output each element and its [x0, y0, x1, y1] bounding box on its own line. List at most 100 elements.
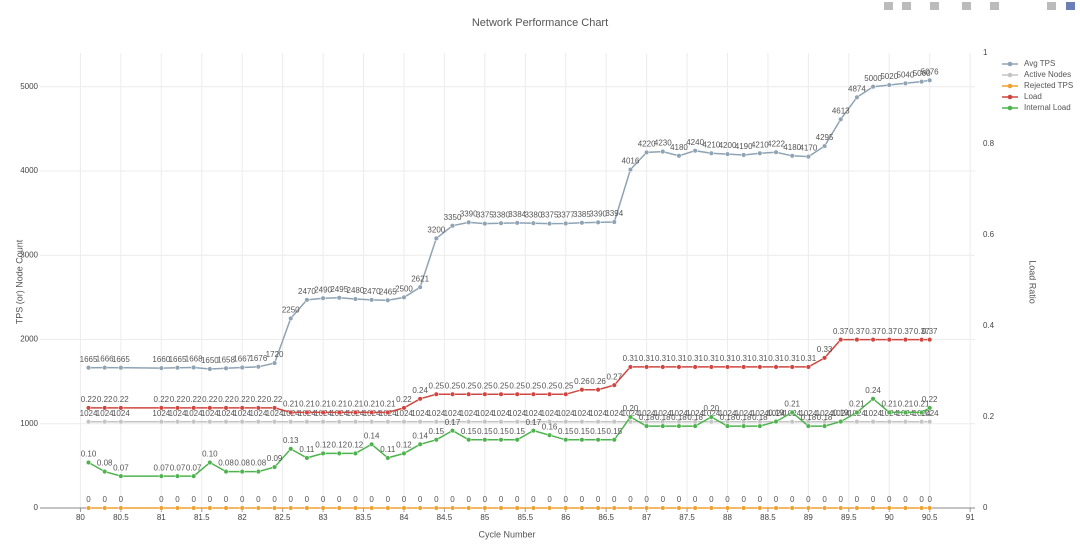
data-point	[223, 505, 229, 511]
data-point	[789, 505, 795, 511]
data-point	[336, 409, 342, 416]
x-tick-label: 84	[400, 513, 409, 522]
data-label: 1024	[185, 409, 203, 418]
data-label: 0.12	[396, 441, 412, 450]
data-point	[547, 419, 553, 425]
data-point	[660, 505, 666, 511]
data-point	[369, 441, 375, 447]
data-point	[288, 505, 294, 511]
y2-tick-label: 1	[983, 48, 988, 57]
data-label: 1650	[201, 356, 219, 365]
data-point	[514, 419, 520, 425]
data-point	[352, 409, 358, 416]
data-point	[433, 437, 439, 443]
toolbar-icon[interactable]	[962, 2, 971, 10]
data-point	[352, 419, 358, 425]
data-label: 0.37	[914, 327, 930, 336]
data-point	[611, 437, 617, 443]
data-point	[676, 364, 682, 370]
data-label: 0	[839, 495, 844, 504]
data-label: 1024	[638, 409, 656, 418]
data-label: 0.37	[849, 327, 865, 336]
data-point	[466, 437, 472, 443]
data-label: 0	[450, 495, 455, 504]
data-label: 0	[224, 495, 229, 504]
legend-label: Active Nodes	[1024, 70, 1071, 79]
data-point	[102, 405, 108, 411]
x-tick-label: 87	[642, 513, 651, 522]
data-label: 1024	[799, 409, 817, 418]
data-point	[547, 221, 553, 227]
data-label: 0.15	[558, 427, 574, 436]
data-label: 0.37	[833, 327, 849, 336]
data-label: 0.27	[606, 372, 622, 381]
data-label: 0.26	[574, 377, 590, 386]
toolbar-icon[interactable]	[930, 2, 939, 10]
data-label: 0.31	[687, 354, 703, 363]
data-point	[627, 414, 633, 420]
data-label: 1024	[427, 409, 445, 418]
data-point	[118, 405, 124, 411]
data-point	[547, 391, 553, 397]
data-point	[118, 419, 124, 425]
data-label: 0.11	[380, 445, 396, 454]
data-label: 1720	[266, 350, 284, 359]
data-label: 3380	[492, 210, 510, 219]
data-point	[854, 409, 860, 416]
data-point	[595, 219, 601, 225]
y2-tick-label: 0.8	[983, 139, 995, 148]
data-point	[449, 419, 456, 425]
data-point	[498, 419, 504, 425]
data-label: 0.31	[768, 354, 784, 363]
toolbar-icon[interactable]	[990, 2, 999, 10]
data-label: 0.18	[736, 413, 752, 422]
data-label: 0	[240, 495, 245, 504]
data-label: 2470	[363, 287, 381, 296]
toolbar-icon[interactable]	[884, 2, 893, 10]
data-label: 0.13	[283, 436, 299, 445]
data-point	[223, 469, 229, 475]
data-point	[320, 419, 326, 425]
data-point	[118, 365, 124, 371]
data-point	[563, 505, 569, 511]
data-label: 0.15	[493, 427, 509, 436]
data-label: 1024	[476, 409, 494, 418]
data-point	[449, 505, 456, 511]
data-point	[304, 409, 310, 416]
data-label: 0.09	[267, 454, 283, 463]
toolbar-icon[interactable]	[1047, 2, 1056, 10]
data-point	[530, 391, 536, 397]
data-label: 0.19	[833, 409, 849, 418]
toolbar-icon[interactable]	[902, 2, 911, 10]
data-label: 1676	[249, 354, 267, 363]
data-label: 0.18	[671, 413, 687, 422]
data-label: 3375	[541, 211, 559, 220]
data-point	[805, 505, 811, 511]
data-label: 0.22	[97, 395, 113, 404]
data-label: 0	[102, 495, 107, 504]
data-point	[530, 428, 536, 434]
data-point	[320, 409, 326, 416]
data-label: 1024	[702, 409, 720, 418]
data-point	[336, 450, 342, 456]
data-label: 0.21	[849, 400, 865, 409]
data-label: 3390	[460, 209, 478, 218]
data-point	[692, 364, 698, 370]
data-point	[724, 151, 731, 157]
data-label: 0	[272, 495, 277, 504]
data-label: 3394	[605, 209, 623, 218]
data-point	[207, 459, 213, 466]
data-point	[595, 387, 601, 393]
toolbar-icon[interactable]	[1066, 2, 1075, 10]
data-label: 0.21	[380, 400, 396, 409]
data-label: 1665	[112, 355, 130, 364]
x-tick-label: 85.5	[518, 513, 534, 522]
data-label: 1024	[217, 409, 235, 418]
data-point	[498, 437, 504, 443]
data-point	[660, 149, 666, 155]
data-label: 3385	[573, 210, 591, 219]
data-point	[773, 364, 779, 370]
data-label: 1024	[395, 409, 413, 418]
data-point	[191, 405, 197, 411]
data-point	[838, 116, 844, 122]
